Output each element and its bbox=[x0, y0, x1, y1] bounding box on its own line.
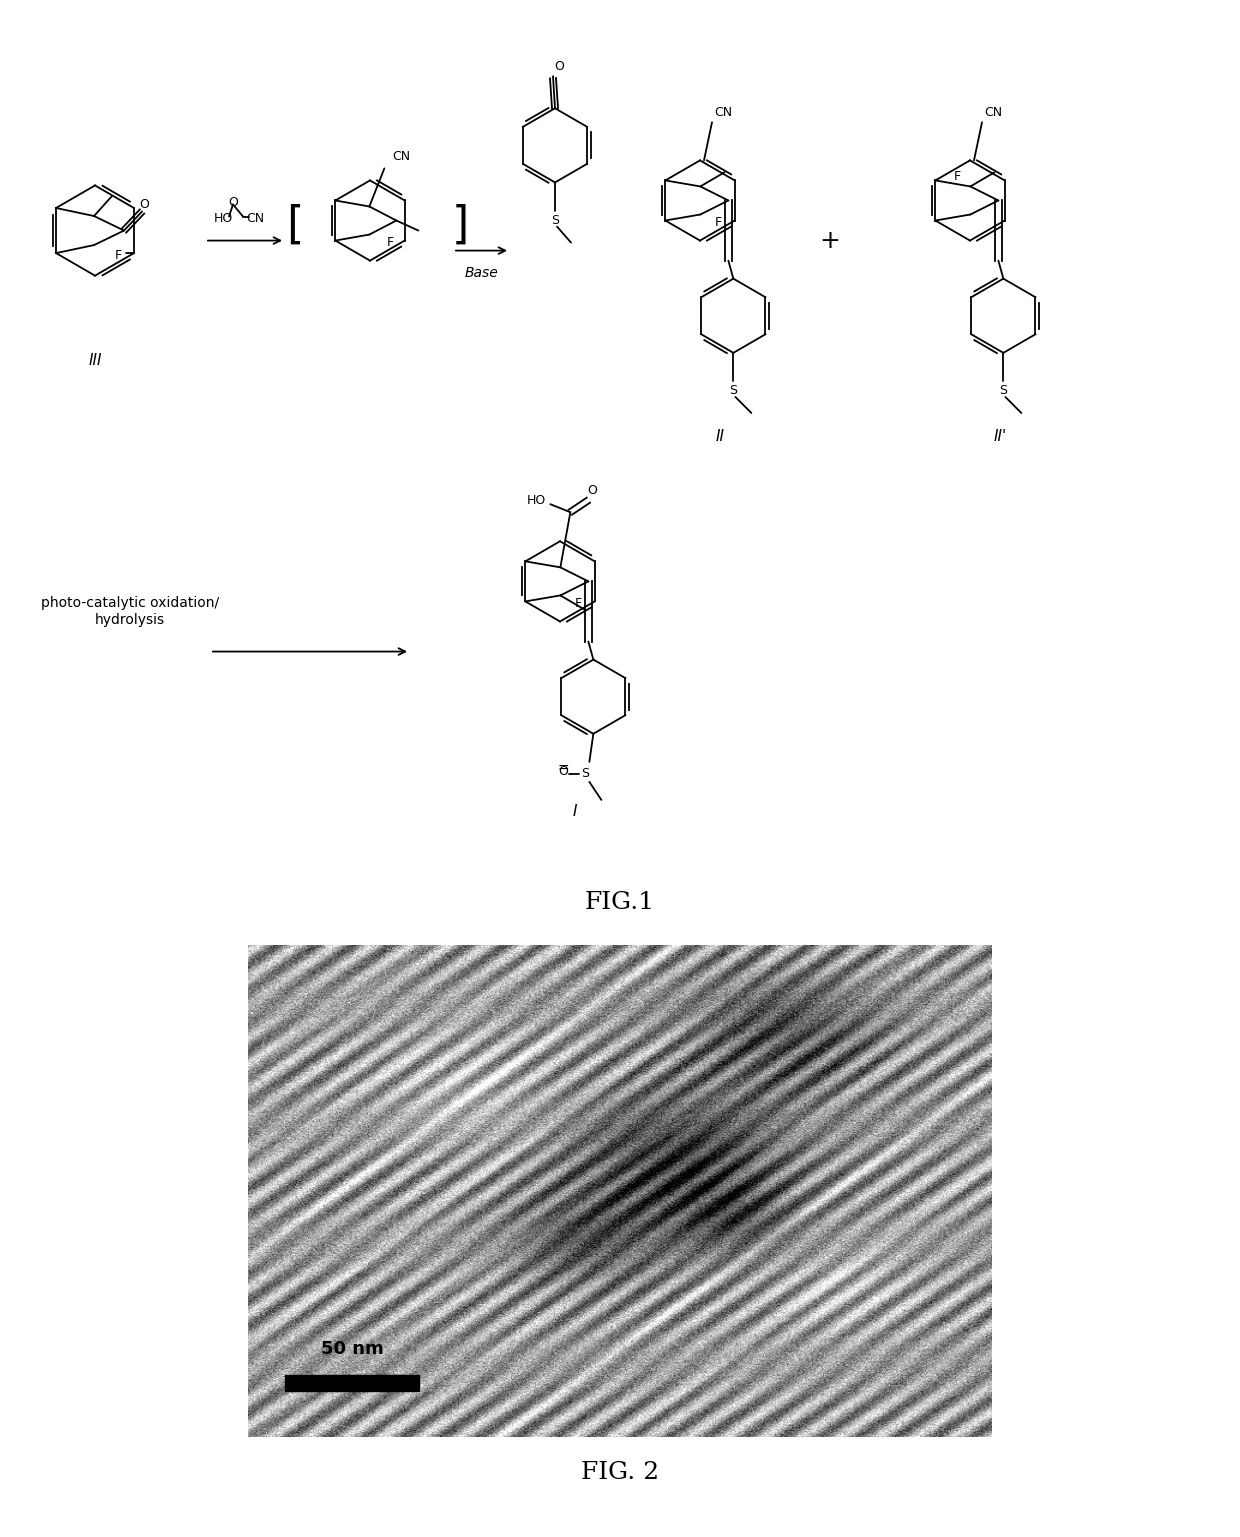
Text: O: O bbox=[588, 484, 598, 496]
Text: II': II' bbox=[993, 429, 1007, 444]
Text: F: F bbox=[114, 249, 122, 261]
Text: =: = bbox=[558, 762, 569, 776]
Text: CN: CN bbox=[392, 151, 410, 163]
Text: FIG.1: FIG.1 bbox=[585, 890, 655, 913]
Text: [: [ bbox=[286, 204, 304, 247]
Text: O: O bbox=[554, 60, 564, 72]
Text: I: I bbox=[573, 804, 578, 819]
Text: O: O bbox=[558, 765, 568, 778]
Text: HO: HO bbox=[527, 493, 546, 507]
Text: O: O bbox=[139, 198, 149, 211]
Text: ]: ] bbox=[451, 204, 469, 247]
Text: +: + bbox=[820, 229, 841, 252]
Text: CN: CN bbox=[985, 106, 1002, 118]
Text: 50 nm: 50 nm bbox=[321, 1340, 383, 1359]
Text: F: F bbox=[954, 171, 961, 183]
Bar bbox=[285, 1376, 419, 1391]
Text: S: S bbox=[999, 384, 1007, 398]
Text: F: F bbox=[575, 596, 583, 610]
Text: S: S bbox=[551, 214, 559, 227]
Text: Base: Base bbox=[465, 266, 498, 280]
Text: CN: CN bbox=[246, 212, 264, 224]
Text: S: S bbox=[582, 767, 589, 781]
Text: F: F bbox=[715, 217, 722, 229]
Text: F: F bbox=[387, 237, 394, 249]
Text: O: O bbox=[228, 197, 238, 209]
Text: S: S bbox=[729, 384, 738, 398]
Text: CN: CN bbox=[714, 106, 732, 118]
Text: III: III bbox=[88, 354, 102, 369]
Text: II: II bbox=[715, 429, 724, 444]
Text: photo-catalytic oxidation/
hydrolysis: photo-catalytic oxidation/ hydrolysis bbox=[41, 596, 219, 627]
Text: HO: HO bbox=[213, 212, 233, 224]
Text: FIG. 2: FIG. 2 bbox=[580, 1460, 660, 1483]
